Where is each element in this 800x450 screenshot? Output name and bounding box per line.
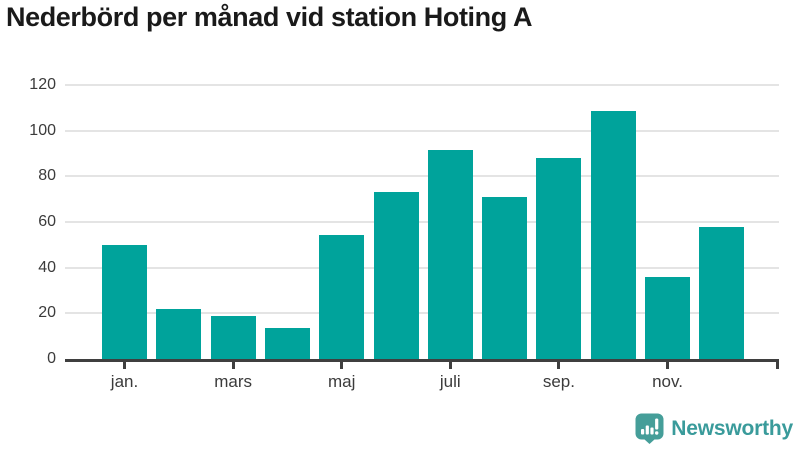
x-axis: jan. mars maj juli sep. nov. [65,362,779,402]
gridline-40 [65,266,779,269]
bar-jan [102,244,147,359]
x-tick-mars [231,362,235,369]
y-axis-labels: 0 20 40 60 80 100 120 [0,76,56,367]
gridline-20 [65,312,779,315]
bar-sep [536,158,582,359]
x-axis-endcap [776,362,779,369]
gridline-60 [65,221,779,223]
bar-nov [645,276,690,359]
x-tick-maj [340,362,344,369]
x-tick-label-maj: maj [327,372,356,391]
y-tick-label-80: 80 [38,167,56,185]
x-tick-label-jan: jan. [110,372,139,391]
y-tick-label-100: 100 [29,121,56,139]
y-tick-label-120: 120 [29,76,56,93]
bar-juli [427,150,473,359]
x-tick-nov [666,362,669,369]
chart-title: Nederbörd per månad vid station Hoting A [6,2,533,32]
bar-maj [319,234,365,359]
bar-mars [210,315,256,359]
bar-feb [156,308,202,359]
x-tick-label-mars: mars [214,372,252,391]
y-tick-label-0: 0 [47,350,56,367]
plot-area [65,84,779,362]
y-tick-label-60: 60 [38,213,56,230]
gridline-120 [65,84,779,86]
gridline-100 [65,129,779,132]
x-tick-juli [448,362,452,369]
x-tick-label-juli: juli [439,372,461,391]
x-tick-label-nov: nov. [652,372,683,391]
x-tick-sep [557,362,561,369]
bar-juni [373,192,419,359]
newsworthy-bubble-chart-icon [635,413,664,444]
y-tick-label-20: 20 [38,304,56,322]
x-tick-label-sep: sep. [542,372,575,391]
bar-okt [590,111,636,359]
gridline-80 [65,175,779,178]
bar-apr [264,328,310,359]
x-tick-jan [123,362,126,369]
brand-name: Newsworthy [671,416,793,440]
bar-dec [699,226,745,359]
bar-aug [482,196,528,359]
y-tick-label-40: 40 [38,258,56,276]
newsworthy-logo[interactable]: Newsworthy [635,413,793,444]
